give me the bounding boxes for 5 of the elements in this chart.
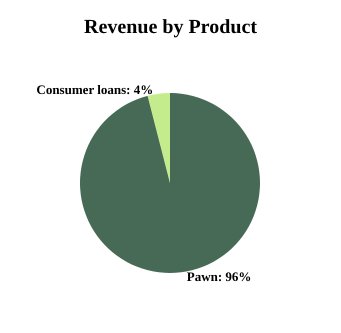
slice-label: Pawn: [186, 268, 219, 284]
slice-label: Consumer loans: [36, 82, 126, 98]
data-label: : 96%: [218, 268, 252, 284]
chart-title: Revenue by Product: [84, 16, 258, 38]
data-label: : 4%: [126, 82, 154, 98]
